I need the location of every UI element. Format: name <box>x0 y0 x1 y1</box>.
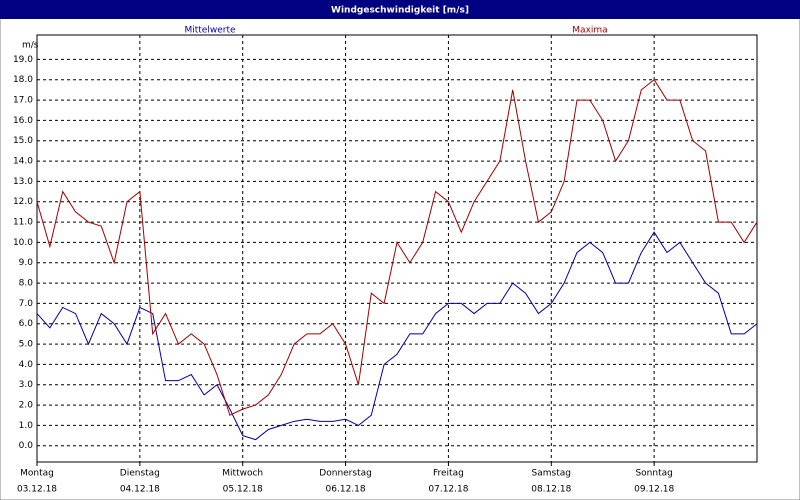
x-tick-label: Dienstag <box>120 469 160 479</box>
x-tick-label: 08.12.18 <box>531 485 571 495</box>
plot-frame <box>36 34 758 463</box>
y-tick-label: 19.0 <box>13 55 33 65</box>
x-tick-label: 06.12.18 <box>326 485 366 495</box>
y-axis-label: m/s <box>22 41 39 51</box>
y-tick-label: 15.0 <box>13 136 33 146</box>
chart-title: Windgeschwindigkeit [m/s] <box>331 6 469 16</box>
y-tick-label: 14.0 <box>13 157 33 167</box>
x-tick-label: Freitag <box>433 469 464 479</box>
x-tick-label: 04.12.18 <box>120 485 160 495</box>
y-tick-label: 9.0 <box>19 258 34 268</box>
x-tick-label: Donnerstag <box>319 469 372 479</box>
x-tick-label: 09.12.18 <box>634 485 674 495</box>
x-tick-label: 03.12.18 <box>17 485 57 495</box>
y-tick-label: 13.0 <box>13 177 33 187</box>
y-tick-label: 11.0 <box>13 218 33 228</box>
y-tick-label: 8.0 <box>19 279 34 289</box>
title-bar <box>0 0 800 19</box>
y-tick-label: 17.0 <box>13 96 33 106</box>
y-tick-label: 4.0 <box>19 360 34 370</box>
series-line <box>36 231 758 441</box>
y-tick-label: 5.0 <box>19 340 34 350</box>
x-tick-label: Samstag <box>532 469 571 479</box>
series-line <box>36 78 758 416</box>
x-tick-label: 07.12.18 <box>428 485 468 495</box>
y-tick-label: 3.0 <box>19 380 34 390</box>
y-tick-label: 12.0 <box>13 197 33 207</box>
y-tick-label: 6.0 <box>19 319 34 329</box>
x-tick-label: 05.12.18 <box>223 485 263 495</box>
y-tick-label: 2.0 <box>19 401 34 411</box>
x-tick-label: Mittwoch <box>222 469 263 479</box>
y-tick-label: 0.0 <box>19 441 34 451</box>
x-tick-label: Montag <box>20 469 54 479</box>
x-tick-label: Sonntag <box>635 469 672 479</box>
legend-label: Maxima <box>572 26 607 36</box>
y-tick-label: 10.0 <box>13 238 33 248</box>
y-tick-label: 1.0 <box>19 421 34 431</box>
legend-label: Mittelwerte <box>184 26 235 36</box>
y-tick-label: 7.0 <box>19 299 34 309</box>
y-tick-label: 16.0 <box>13 116 33 126</box>
y-tick-label: 18.0 <box>13 75 33 85</box>
